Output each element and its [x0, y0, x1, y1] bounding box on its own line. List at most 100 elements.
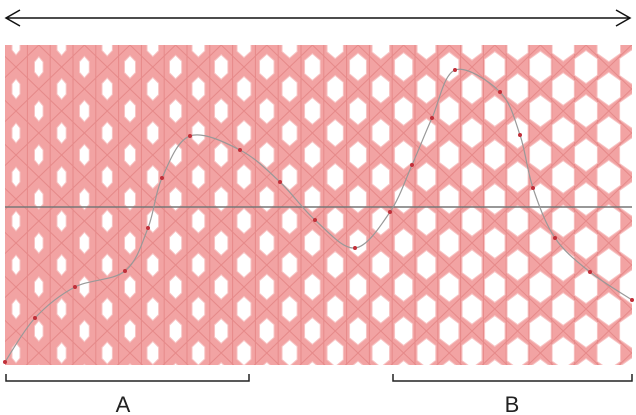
hex-hole — [214, 229, 229, 257]
hex-hole — [439, 51, 460, 83]
hex-hole — [371, 294, 391, 324]
bracket-a — [5, 374, 250, 382]
hex-hole — [56, 45, 67, 57]
curve-point — [531, 186, 535, 190]
hex-hole — [529, 226, 552, 260]
hex-hole — [439, 227, 460, 259]
hex-hole — [462, 382, 482, 412]
hex-hole — [416, 73, 437, 105]
hex-hole — [79, 275, 90, 299]
curve-point — [188, 134, 192, 138]
hex-hole — [574, 137, 598, 173]
hex-hole — [551, 45, 575, 62]
hex-hole — [506, 248, 529, 282]
hex-hole — [34, 143, 44, 167]
hex-hole — [416, 293, 437, 325]
hex-hole — [281, 163, 298, 191]
hex-hole — [56, 165, 67, 189]
curve-point — [160, 176, 164, 180]
hex-pattern — [5, 45, 632, 415]
hex-hole — [416, 161, 437, 193]
hex-hole — [191, 45, 206, 58]
curve — [3, 68, 634, 364]
curve-point — [238, 148, 242, 152]
hex-hole — [461, 337, 483, 365]
hex-cell — [278, 375, 301, 415]
hex-hole — [394, 271, 414, 303]
hex-hole — [349, 272, 367, 302]
hex-hole — [101, 121, 113, 145]
hex-hole — [352, 360, 364, 365]
hex-hole — [416, 337, 437, 365]
hex-hole — [191, 120, 206, 146]
hex-hole — [484, 50, 506, 84]
hex-hole — [34, 275, 44, 299]
hex-hole — [304, 96, 321, 126]
curve-point — [498, 90, 502, 94]
hex-hole — [551, 116, 575, 150]
hex-hole — [349, 52, 367, 82]
hex-hole — [169, 318, 183, 344]
hex-hole — [79, 143, 90, 167]
hex-hole — [79, 55, 90, 79]
hex-hole — [37, 363, 40, 365]
hex-hole — [56, 209, 67, 233]
hex-hole — [461, 293, 483, 325]
hex-hole — [596, 335, 622, 365]
hex-hole — [11, 166, 21, 188]
hex-hole — [506, 116, 529, 150]
curve-point — [146, 226, 150, 230]
hex-hole — [236, 339, 252, 365]
hex-hole — [259, 273, 275, 301]
hex-hole — [83, 363, 86, 365]
hex-hole — [552, 381, 574, 413]
hex-hole — [146, 120, 160, 146]
hex-hole — [574, 225, 598, 261]
hex-hole — [349, 228, 367, 258]
hex-hole — [326, 294, 344, 324]
hex-hole — [551, 336, 575, 365]
hex-hole — [442, 359, 457, 365]
hex-hole — [326, 206, 344, 236]
hex-hole — [307, 360, 318, 365]
hex-hole — [506, 292, 529, 326]
curve-point — [3, 360, 7, 364]
hex-hole — [191, 252, 206, 278]
hex-hole — [461, 249, 483, 281]
hex-hole — [416, 249, 437, 281]
hex-hole — [326, 338, 344, 365]
hex-hole — [214, 185, 229, 213]
hex-hole — [259, 185, 275, 213]
hex-hole — [259, 141, 275, 169]
bracket-b — [392, 374, 633, 382]
curve-point — [453, 68, 457, 72]
hex-hole — [56, 77, 67, 101]
curve-point — [278, 180, 282, 184]
hex-hole — [619, 49, 632, 85]
hex-hole — [236, 295, 252, 323]
hex-hole — [484, 94, 506, 128]
hex-cell — [324, 375, 347, 415]
hex-hole — [124, 318, 136, 344]
hex-hole — [394, 95, 414, 127]
hex-hole — [439, 315, 460, 347]
hex-hole — [596, 45, 622, 63]
curve-point — [353, 246, 357, 250]
hex-hole — [574, 49, 598, 85]
hex-hole — [326, 250, 344, 280]
hex-hole — [11, 210, 21, 232]
hex-hole — [11, 45, 21, 56]
hex-hole — [597, 380, 620, 413]
hex-hole — [394, 227, 414, 259]
hex-hole — [326, 162, 344, 192]
hex-hole — [101, 341, 113, 365]
hex-hole — [484, 314, 506, 348]
hex-hole — [56, 297, 67, 321]
hex-hole — [34, 187, 44, 211]
hex-hole — [596, 159, 622, 195]
hex-cell — [619, 352, 632, 365]
hex-hole — [304, 272, 321, 302]
hex-hole — [529, 270, 552, 304]
hex-hole — [214, 53, 229, 81]
